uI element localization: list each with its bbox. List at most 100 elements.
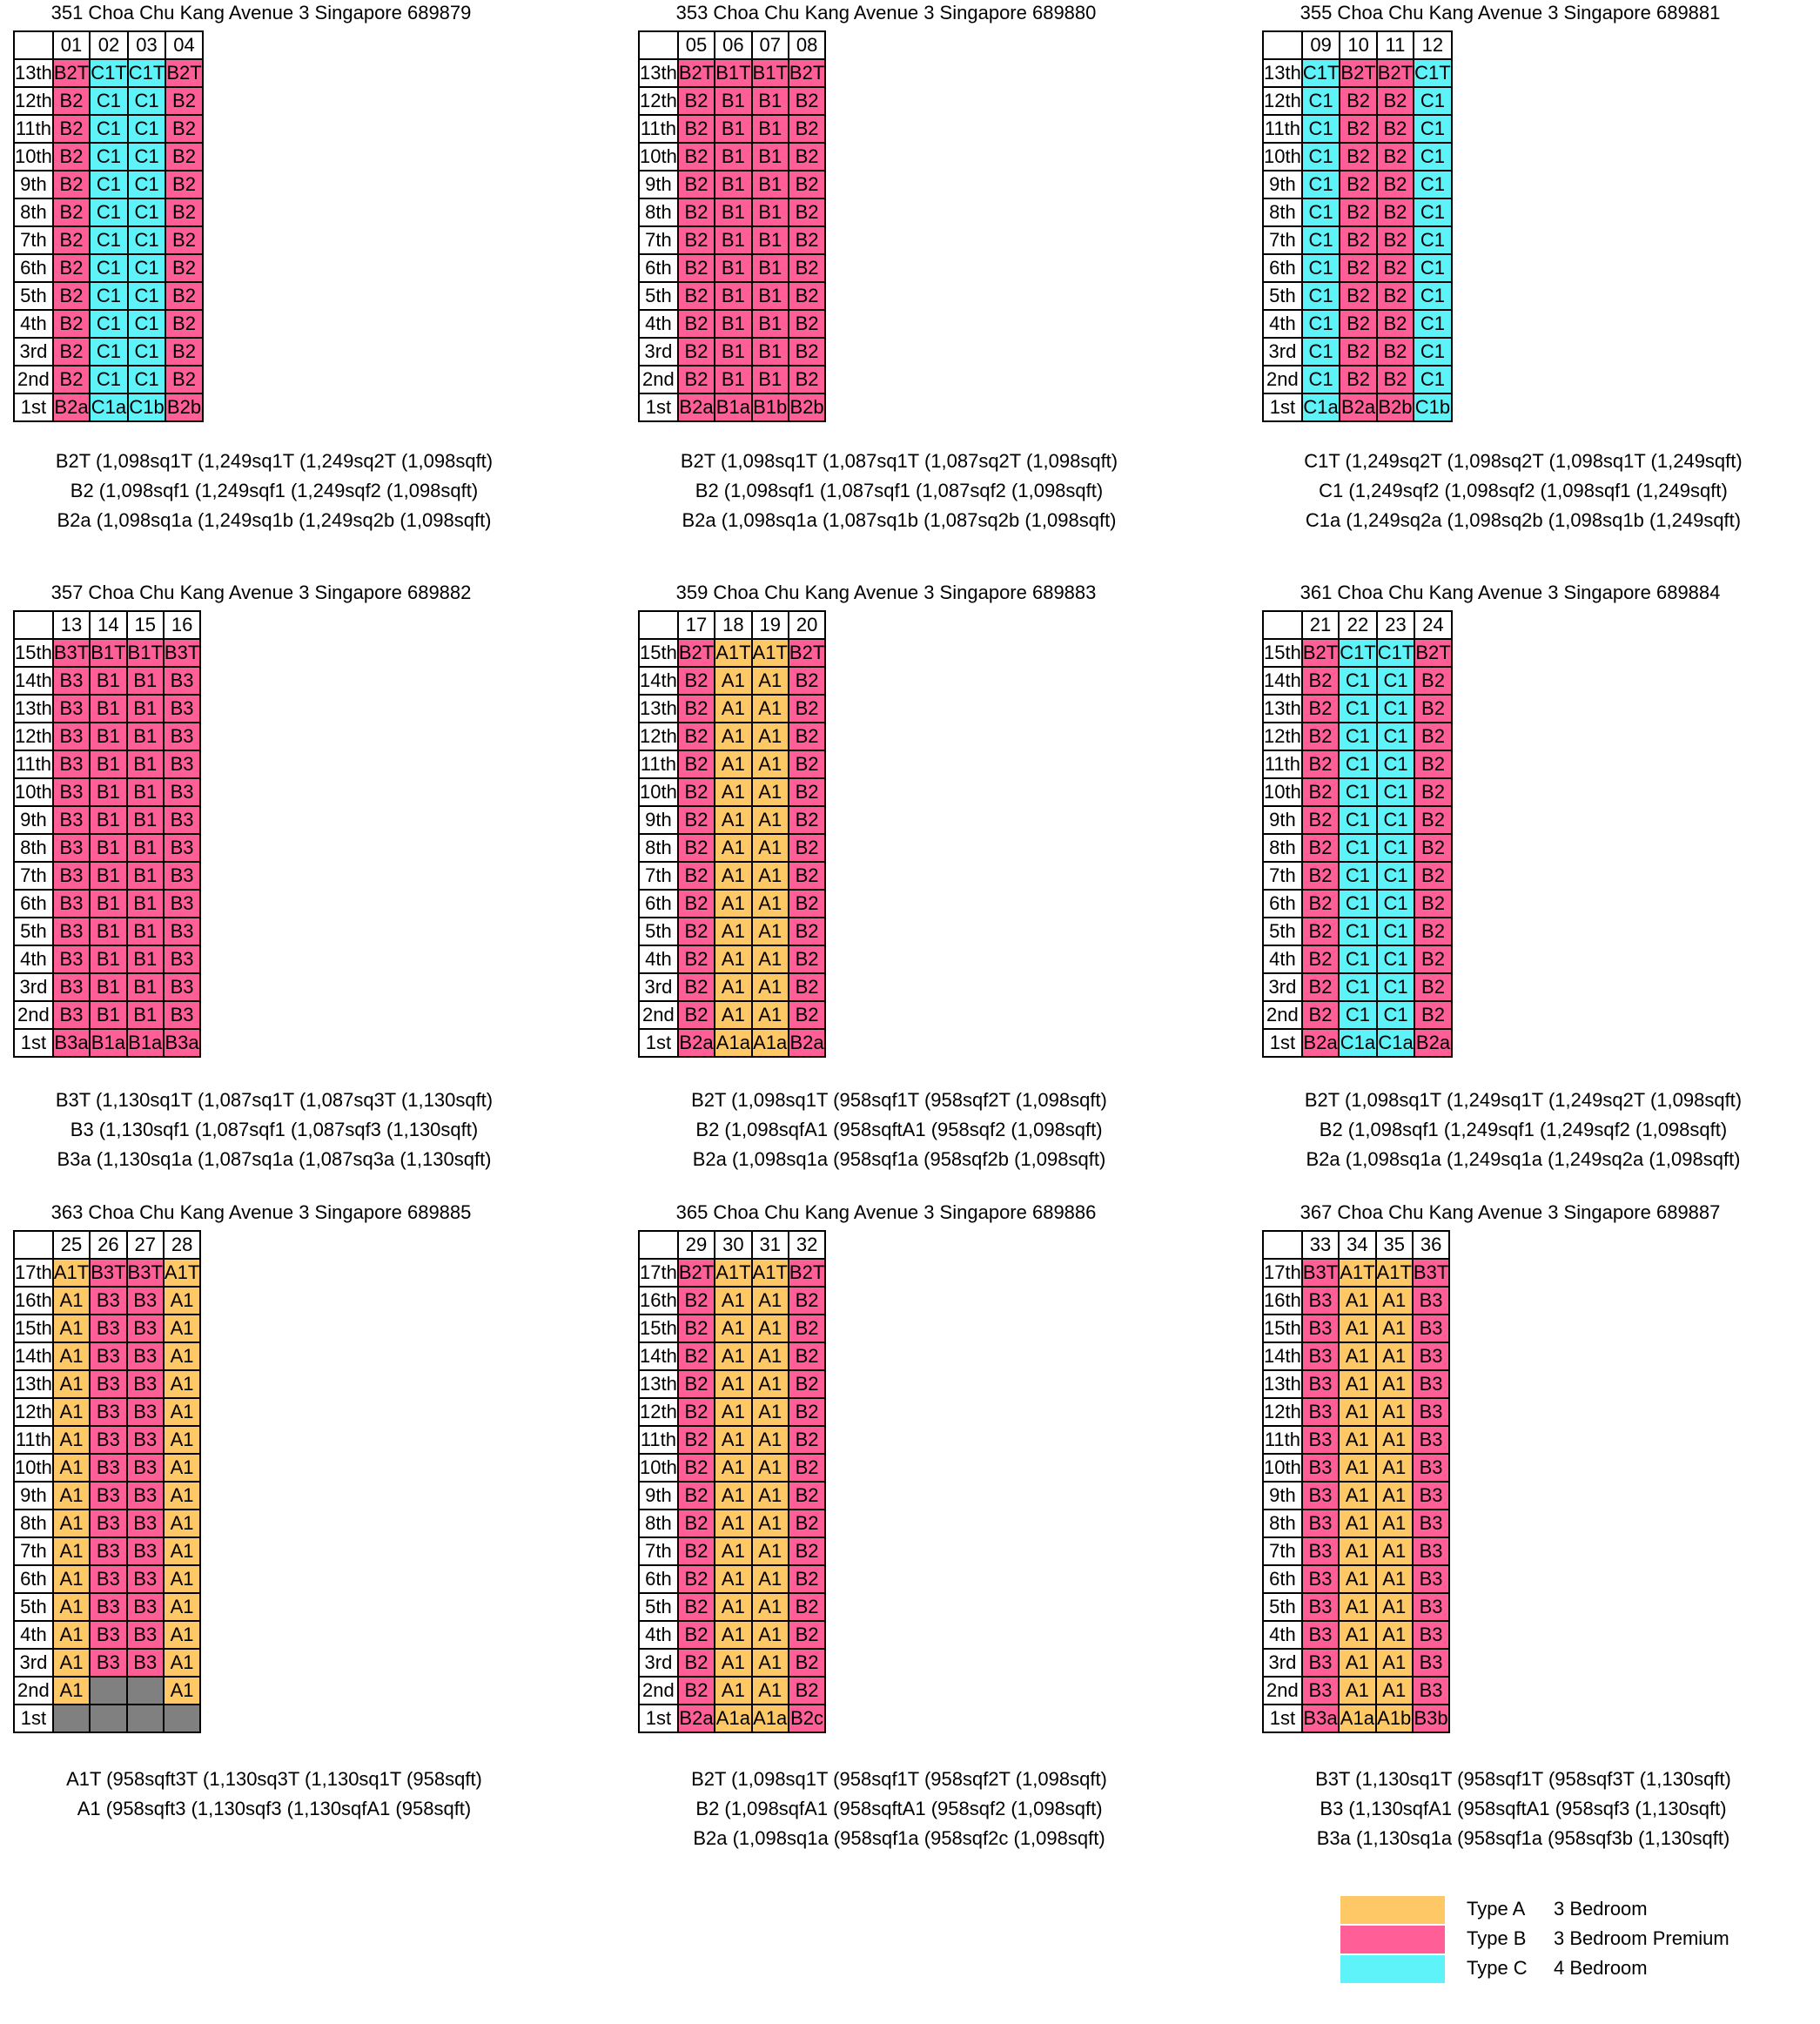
unit-type-cell: B2T <box>676 1258 716 1288</box>
unit-type-cell: A1T <box>750 638 789 668</box>
floor-label: 4th <box>13 945 54 974</box>
floor-label: 7th <box>1262 861 1303 891</box>
unit-type-cell: C1 <box>89 142 129 171</box>
unit-type-cell: B2 <box>787 972 827 1002</box>
unit-type-cell: A1 <box>714 1000 753 1030</box>
unit-type-cell: B1T <box>714 58 753 88</box>
floor-label: 12th <box>638 1397 679 1427</box>
floor-row: 4th B2 A1 A1 B2 <box>638 945 827 974</box>
floor-row: 8th C1 B2 B2 C1 <box>1262 198 1453 227</box>
floor-label: 7th <box>1262 225 1303 255</box>
unit-type-cell: B2 <box>676 1509 716 1538</box>
floor-label: 12th <box>13 1397 54 1427</box>
floor-label: 8th <box>13 1509 54 1538</box>
unit-type-cell: B2 <box>1375 281 1415 311</box>
unit-header-row: 01 02 03 04 <box>13 30 204 60</box>
unit-type-cell: B1 <box>89 805 128 835</box>
floor-label: 8th <box>1262 1509 1303 1538</box>
unit-type-cell: B2 <box>165 253 204 283</box>
unit-type-cell: B2 <box>1414 694 1453 723</box>
unit-type-cell: B3 <box>162 694 202 723</box>
unit-type-cell: B2 <box>676 1369 716 1399</box>
unit-type-cell: C1T <box>1375 638 1416 668</box>
unit-type-cell: B1 <box>750 198 789 227</box>
unit-type-cell: A1 <box>51 1481 91 1510</box>
unit-type-cell: B3 <box>89 1481 128 1510</box>
unit-type-cell: B2 <box>1414 722 1453 751</box>
unit-type-cell: B1 <box>125 972 165 1002</box>
unit-type-cell: B1 <box>89 1000 128 1030</box>
floor-row: 15th B2T A1T A1T B2T <box>638 638 827 668</box>
unit-type-cell: B3 <box>125 1592 165 1622</box>
block-title: 365 Choa Chu Kang Avenue 3 Singapore 689… <box>675 1201 1097 1223</box>
floor-label: 5th <box>638 1592 679 1622</box>
floor-label: 17th <box>638 1258 679 1288</box>
floor-label: 5th <box>638 281 679 311</box>
floor-row: 13th B2 A1 A1 B2 <box>638 694 827 723</box>
unit-type-cell: B3 <box>1300 1564 1340 1594</box>
unit-type-cell: B1 <box>714 309 753 339</box>
floor-row: 12th A1 B3 B3 A1 <box>13 1397 202 1427</box>
floor-label: 10th <box>13 777 54 807</box>
unit-type-cell: C1 <box>1300 225 1341 255</box>
unit-type-cell: C1 <box>89 86 129 116</box>
floor-row: 5th B3 B1 B1 B3 <box>13 917 202 946</box>
unit-type-cell: B1 <box>89 666 128 696</box>
unit-type-cell: C1 <box>1375 694 1416 723</box>
unit-type-cell: C1 <box>1338 945 1378 974</box>
floor-row: 1st B2a B1a B1b B2b <box>638 393 827 422</box>
unit-header-row: 09 10 11 12 <box>1262 30 1453 60</box>
unit-type-cell: C1T <box>1338 638 1378 668</box>
unit-type-cell: B3 <box>162 1000 202 1030</box>
unit-number-header: 27 <box>125 1230 165 1260</box>
unit-type-cell: A1 <box>714 805 753 835</box>
unit-type-cell: B3 <box>1300 1314 1340 1343</box>
unit-type-cell: B2 <box>165 309 204 339</box>
unit-type-cell: A1T <box>750 1258 789 1288</box>
floor-label: 2nd <box>1262 365 1303 394</box>
unit-type-cell: B2 <box>1339 86 1378 116</box>
unit-type-cell: A1 <box>1338 1341 1377 1371</box>
unit-type-cell: B3 <box>51 972 91 1002</box>
floor-row: 8th B3 A1 A1 B3 <box>1262 1509 1451 1538</box>
floor-label: 1st <box>638 1704 679 1733</box>
unit-type-cell: A1a <box>1338 1704 1377 1733</box>
floor-label: 4th <box>638 1620 679 1650</box>
unit-type-cell: B1 <box>750 142 789 171</box>
unit-type-cell: B3 <box>1411 1648 1451 1678</box>
unit-table: 09 10 11 12 13th C1T B2T B2T C1T 12th C1 B2 B2 C1 11th… <box>1262 30 1453 422</box>
unit-type-cell: B1 <box>89 694 128 723</box>
unit-type-cell: A1 <box>1374 1397 1414 1427</box>
unit-type-cell: B2 <box>1300 972 1340 1002</box>
unit-type-cell: B2 <box>676 833 716 863</box>
legend-swatch-type-c <box>1340 1955 1445 1983</box>
unit-type-cell: B1 <box>714 225 753 255</box>
floor-label: 7th <box>1262 1536 1303 1566</box>
floor-label: 9th <box>638 1481 679 1510</box>
unit-table: 13 14 15 16 15th B3T B1T B1T B3T 14th B3 B1 B1 B3 13th… <box>13 610 202 1058</box>
unit-type-cell: B1 <box>89 777 128 807</box>
unit-type-cell: B2 <box>51 225 91 255</box>
unit-type-cell: B2 <box>1339 365 1378 394</box>
floor-label: 10th <box>638 777 679 807</box>
unit-type-cell: B2 <box>676 1481 716 1510</box>
unit-type-cell: B2T <box>1375 58 1415 88</box>
floor-label: 4th <box>638 945 679 974</box>
unit-type-cell: A1 <box>1374 1536 1414 1566</box>
unit-type-cell: B2 <box>1300 666 1340 696</box>
unit-type-cell: A1 <box>714 1592 753 1622</box>
unit-type-cell: B3 <box>125 1425 165 1455</box>
unit-header-row: 29 30 31 32 <box>638 1230 827 1260</box>
floor-label: 1st <box>638 1028 679 1058</box>
floor-row: 3rd A1 B3 B3 A1 <box>13 1648 202 1678</box>
floor-row: 11th B2 A1 A1 B2 <box>638 750 827 779</box>
unit-type-cell: B1 <box>750 114 789 144</box>
unit-type-cell: A1 <box>162 1481 202 1510</box>
unit-size-notes: B3T (1,130sq1T (958sqf1T (958sqf3T (1,13… <box>1262 1765 1784 1853</box>
unit-size-note: B2 (1,098sqf1 (1,087sqf1 (1,087sqf2 (1,0… <box>695 480 1104 501</box>
unit-type-cell: B3T <box>125 1258 165 1288</box>
unit-type-cell: A1 <box>750 694 789 723</box>
unit-type-cell: B3 <box>89 1341 128 1371</box>
floor-row: 2nd B2 A1 A1 B2 <box>638 1000 827 1030</box>
floor-label: 10th <box>638 142 679 171</box>
